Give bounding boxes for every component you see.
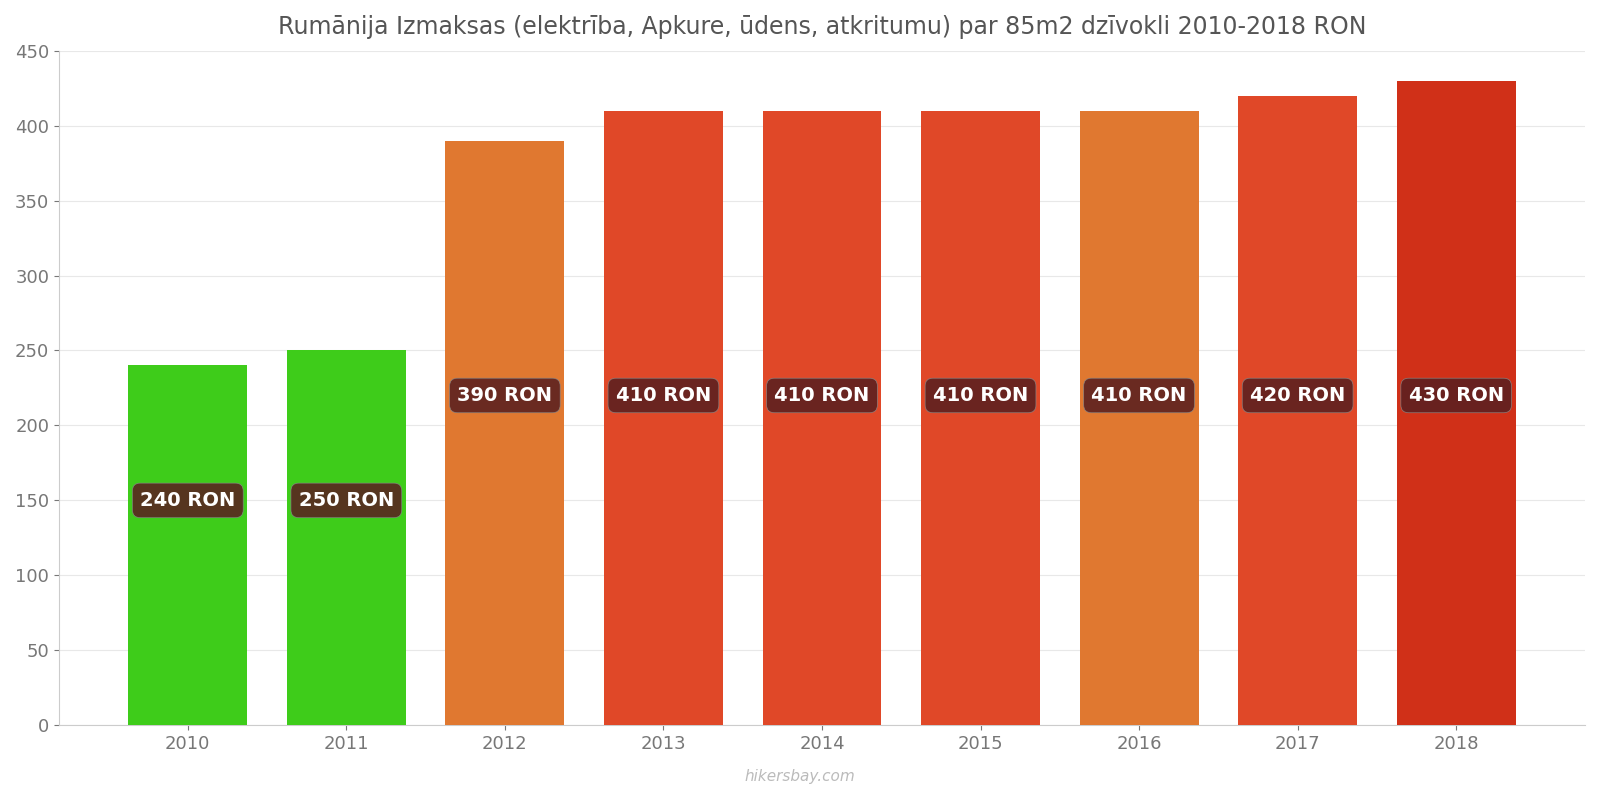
Text: 410 RON: 410 RON [1091,386,1187,405]
Text: 390 RON: 390 RON [458,386,552,405]
Title: Rumānija Izmaksas (elektrība, Apkure, ūdens, atkritumu) par 85m2 dzīvokli 2010-2: Rumānija Izmaksas (elektrība, Apkure, ūd… [278,15,1366,39]
Text: 240 RON: 240 RON [141,491,235,510]
Bar [128,366,248,726]
Text: 250 RON: 250 RON [299,491,394,510]
Bar [603,110,723,726]
Bar [1238,96,1357,726]
Text: 410 RON: 410 RON [774,386,870,405]
Text: 410 RON: 410 RON [933,386,1029,405]
Bar [763,110,882,726]
Bar [922,110,1040,726]
Text: 420 RON: 420 RON [1250,386,1346,405]
Bar [286,350,406,726]
Text: 430 RON: 430 RON [1408,386,1504,405]
Bar [1080,110,1198,726]
Text: 410 RON: 410 RON [616,386,710,405]
Text: hikersbay.com: hikersbay.com [744,769,856,784]
Bar [1397,81,1515,726]
Bar [445,141,565,726]
